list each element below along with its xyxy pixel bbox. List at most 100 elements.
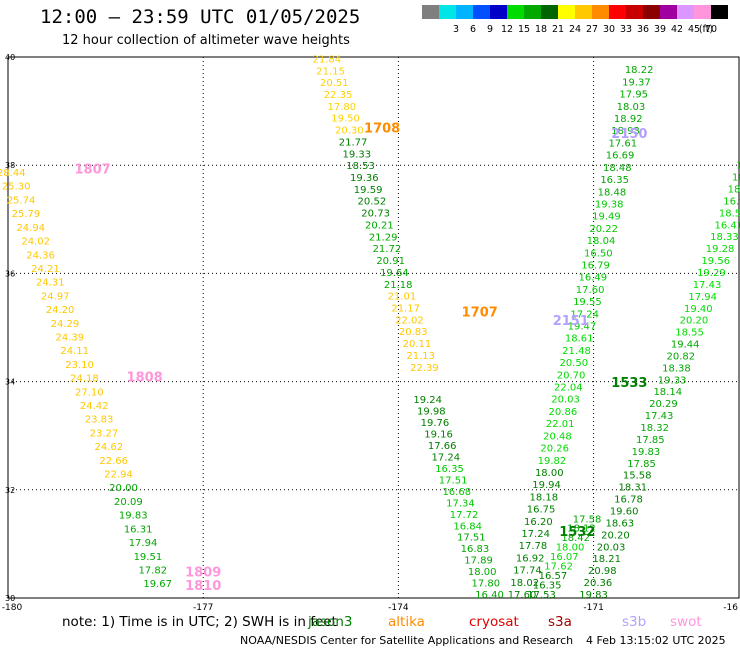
wave-height-value: 18.33 <box>710 232 739 243</box>
wave-height-value: 17.53 <box>527 590 556 601</box>
wave-height-value: 19.56 <box>701 256 730 267</box>
wave-height-value: 21.13 <box>406 351 435 362</box>
legend-swatch <box>456 5 473 19</box>
mission-s3a: s3a <box>548 614 572 630</box>
legend-swatch <box>541 5 558 19</box>
wave-height-value: 18.51 <box>728 184 740 195</box>
wave-height-value: 24.02 <box>21 237 50 248</box>
y-tick-label: 36 <box>5 269 15 278</box>
wave-height-value: 20.03 <box>597 542 626 553</box>
wave-height-value: 19.83 <box>119 511 148 522</box>
wave-height-value: 20.51 <box>320 78 349 89</box>
chart-subtitle: 12 hour collection of altimeter wave hei… <box>62 33 350 48</box>
wave-height-value: 18.50 <box>719 208 740 219</box>
legend-swatch <box>473 5 490 19</box>
legend-swatch <box>507 5 524 19</box>
legend-swatch <box>422 5 439 19</box>
legend-swatch <box>677 5 694 19</box>
wave-height-value: 25.30 <box>2 182 31 193</box>
y-tick-label: 34 <box>5 378 15 387</box>
mission-swot: swot <box>670 614 702 630</box>
wave-height-value: 20.73 <box>361 209 390 220</box>
wave-height-value: 17.24 <box>570 309 599 320</box>
legend-tick-label: 45 <box>688 24 700 35</box>
wave-height-value: 17.78 <box>519 541 548 552</box>
wave-height-value: 18.42 <box>561 533 590 544</box>
mission-altika: altika <box>388 614 425 630</box>
color-legend: 3 6 9 12 15 18 21 24 27 30 33 36 39 42 45 70(ft) <box>422 5 728 35</box>
wave-height-value: 17.85 <box>636 435 665 446</box>
wave-height-value: 18.04 <box>587 236 616 247</box>
pass-time-label: 1807 <box>74 162 110 177</box>
wave-height-value: 16.35 <box>600 175 629 186</box>
legend-tick-label: 27 <box>586 24 598 35</box>
wave-height-value: 19.94 <box>532 480 561 491</box>
wave-height-value: 24.20 <box>46 305 75 316</box>
y-tick-label: 30 <box>5 594 15 603</box>
wave-height-value: 19.67 <box>143 579 172 590</box>
wave-height-value: 21.29 <box>369 232 398 243</box>
wave-height-value: 16.07 <box>550 552 579 563</box>
wave-height-value: 17.24 <box>521 529 550 540</box>
wave-height-value: 18.61 <box>565 334 594 345</box>
legend-swatch <box>439 5 456 19</box>
wave-height-value: 19.55 <box>573 297 602 308</box>
wave-height-value: 20.36 <box>584 578 613 589</box>
mission-jason3: jason3 <box>308 614 353 630</box>
wave-height-value: 19.60 <box>610 507 639 518</box>
mission-s3b: s3b <box>622 614 647 630</box>
wave-height-value: 24.94 <box>16 223 45 234</box>
wave-height-value: 20.11 <box>403 339 432 350</box>
wave-height-value: 21.15 <box>316 66 345 77</box>
wave-height-value: 20.03 <box>551 395 580 406</box>
wave-height-value: 17.80 <box>472 579 501 590</box>
wave-height-value: 17.34 <box>446 498 475 509</box>
y-tick-label: 32 <box>5 486 15 495</box>
wave-height-value: 18.00 <box>468 567 497 578</box>
wave-height-value: 18.63 <box>605 518 634 529</box>
wave-height-value: 28.44 <box>0 168 26 179</box>
wave-height-value: 24.11 <box>60 346 89 357</box>
wave-height-value: 18.53 <box>346 161 375 172</box>
wave-height-value: 19.83 <box>632 447 661 458</box>
wave-height-value: 20.83 <box>399 327 428 338</box>
wave-height-value: 18.92 <box>614 114 643 125</box>
wave-height-value: 16.68 <box>442 487 471 498</box>
wave-height-value: 17.43 <box>693 280 722 291</box>
wave-height-value: 16.57 <box>539 571 568 582</box>
legend-tick-label: 33 <box>620 24 632 35</box>
wave-height-value: 17.58 <box>573 514 602 525</box>
wave-height-value: 20.29 <box>649 399 678 410</box>
wave-height-value: 17.51 <box>439 475 468 486</box>
legend-swatch <box>711 5 728 19</box>
wave-height-value: 24.42 <box>80 401 109 412</box>
legend-swatch <box>575 5 592 19</box>
wave-height-value: 16.49 <box>579 273 608 284</box>
wave-height-value: 19.33 <box>658 375 687 386</box>
x-tick-label: -177 <box>193 603 213 612</box>
wave-height-value: 19.49 <box>592 212 621 223</box>
wave-height-value: 25.79 <box>12 209 41 220</box>
wave-height-value: 19.33 <box>343 149 372 160</box>
wave-height-value: 16.75 <box>527 505 556 516</box>
wave-height-value: 19.29 <box>697 268 726 279</box>
wave-height-value: 18.22 <box>625 65 654 76</box>
wave-height-value: 17.66 <box>428 441 457 452</box>
wave-height-value: 19.44 <box>671 340 700 351</box>
wave-height-value: 18.48 <box>603 163 632 174</box>
legend-tick-label: 24 <box>569 24 581 35</box>
wave-height-value: 20.70 <box>557 370 586 381</box>
wave-height-value: 20.30 <box>335 126 364 137</box>
wave-height-value: 17.94 <box>688 292 717 303</box>
wave-height-value: 20.00 <box>109 483 138 494</box>
wave-height-value: 19.24 <box>413 395 442 406</box>
wave-height-value: 24.18 <box>70 374 99 385</box>
pass-time-label: 2150 <box>611 127 647 142</box>
wave-height-value: 25.74 <box>7 195 36 206</box>
wave-height-value: 22.02 <box>395 315 424 326</box>
wave-height-value: 22.66 <box>99 456 128 467</box>
wave-height-value: 22.39 <box>410 363 439 374</box>
wave-height-value: 21.17 <box>391 303 420 314</box>
wave-height-value: 19.40 <box>684 304 713 315</box>
y-tick-label: 38 <box>5 161 15 170</box>
